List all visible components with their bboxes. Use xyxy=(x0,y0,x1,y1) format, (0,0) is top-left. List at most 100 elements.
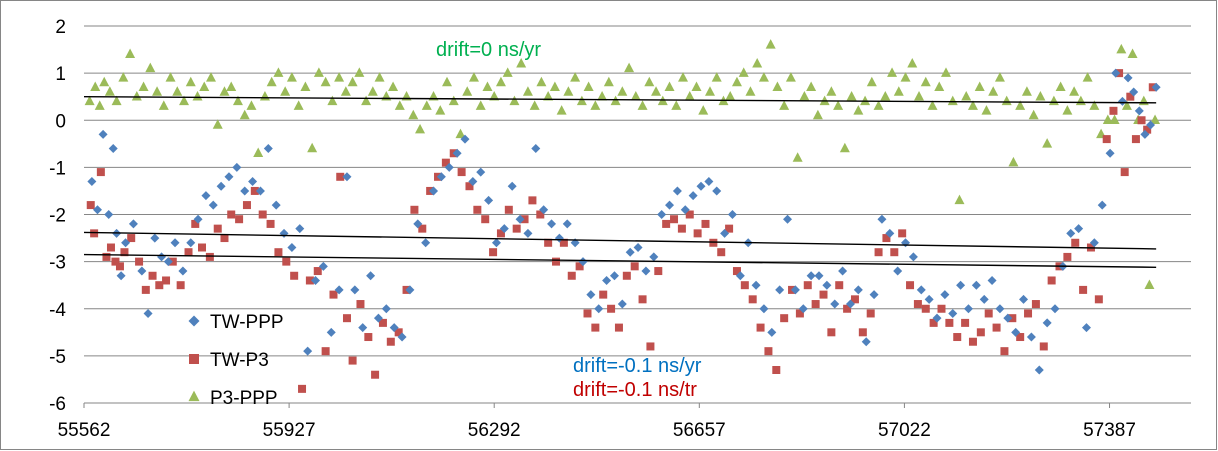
data-point-tw-ppp xyxy=(1129,87,1139,97)
data-point-tw-p3 xyxy=(489,248,498,257)
data-point-tw-p3 xyxy=(473,205,482,214)
data-point-tw-ppp xyxy=(609,271,619,281)
data-point-tw-ppp xyxy=(806,271,816,281)
data-point-tw-ppp xyxy=(507,181,517,191)
data-point-p3-ppp xyxy=(232,95,243,106)
data-point-p3-ppp xyxy=(893,86,904,96)
data-point-p3-ppp xyxy=(468,72,479,82)
data-point-tw-ppp xyxy=(822,280,832,290)
data-point-tw-p3 xyxy=(874,248,883,257)
data-points xyxy=(84,39,1161,393)
data-point-tw-ppp xyxy=(531,144,541,154)
data-point-tw-p3 xyxy=(819,290,828,299)
data-point-p3-ppp xyxy=(94,100,105,110)
data-point-tw-ppp xyxy=(201,191,211,201)
data-point-p3-ppp xyxy=(1116,43,1127,54)
data-point-tw-ppp xyxy=(1123,73,1133,83)
data-point-tw-ppp xyxy=(170,238,180,248)
x-tick-label: 55927 xyxy=(263,420,316,441)
data-point-p3-ppp xyxy=(462,86,473,96)
data-point-p3-ppp xyxy=(435,105,446,115)
data-point-tw-p3 xyxy=(266,219,275,228)
data-point-tw-ppp xyxy=(775,285,785,295)
data-point-p3-ppp xyxy=(374,72,385,82)
x-tick-label: 56292 xyxy=(468,420,521,441)
data-point-tw-ppp xyxy=(397,332,407,342)
legend-marker-p3-ppp xyxy=(188,390,200,402)
data-point-tw-ppp xyxy=(271,200,281,210)
data-point-p3-ppp xyxy=(286,72,297,82)
data-point-p3-ppp xyxy=(994,72,1005,82)
legend-label-tw-ppp: TW-PPP xyxy=(210,312,284,333)
data-point-tw-p3 xyxy=(528,196,537,205)
data-point-p3-ppp xyxy=(394,100,405,110)
data-point-tw-p3 xyxy=(599,290,608,299)
data-point-tw-p3 xyxy=(274,248,283,257)
data-point-tw-ppp xyxy=(1146,120,1156,130)
data-point-p3-ppp xyxy=(563,86,574,96)
x-tick-label: 55562 xyxy=(58,420,111,441)
data-point-tw-ppp xyxy=(1074,224,1084,234)
data-point-p3-ppp xyxy=(678,72,689,82)
legend-entry-p3-ppp: P3-PPP xyxy=(188,388,278,409)
data-point-tw-p3 xyxy=(968,337,977,346)
data-point-tw-p3 xyxy=(329,290,338,299)
data-point-tw-p3 xyxy=(481,215,490,224)
data-point-tw-p3 xyxy=(321,347,330,356)
data-point-p3-ppp xyxy=(974,81,985,92)
data-point-tw-ppp xyxy=(216,181,226,191)
data-point-tw-ppp xyxy=(157,252,167,262)
data-point-tw-ppp xyxy=(539,205,549,215)
data-point-tw-p3 xyxy=(298,384,307,393)
data-point-p3-ppp xyxy=(327,95,338,106)
data-point-p3-ppp xyxy=(482,81,493,92)
data-point-tw-p3 xyxy=(835,281,844,290)
data-point-p3-ppp xyxy=(812,109,823,120)
data-point-tw-p3 xyxy=(115,262,124,271)
data-point-p3-ppp xyxy=(799,90,810,101)
data-point-p3-ppp xyxy=(1021,86,1032,96)
data-point-tw-ppp xyxy=(92,205,102,215)
data-point-tw-ppp xyxy=(1026,332,1036,342)
data-point-p3-ppp xyxy=(152,86,163,96)
data-point-tw-p3 xyxy=(685,210,694,219)
data-point-tw-ppp xyxy=(649,252,659,262)
data-point-tw-ppp xyxy=(672,186,682,196)
data-point-tw-ppp xyxy=(688,191,698,201)
data-point-tw-ppp xyxy=(413,219,423,229)
data-point-tw-p3 xyxy=(693,229,702,238)
y-tick-label: 1 xyxy=(55,64,66,85)
data-point-tw-ppp xyxy=(484,195,494,205)
data-point-tw-p3 xyxy=(378,318,387,327)
data-point-tw-p3 xyxy=(906,281,915,290)
data-point-tw-ppp xyxy=(916,285,926,295)
data-point-tw-p3 xyxy=(654,267,663,276)
data-point-tw-p3 xyxy=(504,205,513,214)
data-point-tw-ppp xyxy=(783,214,793,224)
data-point-tw-ppp xyxy=(830,299,840,309)
data-point-p3-ppp xyxy=(576,95,587,106)
data-point-tw-ppp xyxy=(405,285,415,295)
data-point-tw-ppp xyxy=(1105,148,1115,158)
data-point-tw-p3 xyxy=(552,257,561,266)
data-point-p3-ppp xyxy=(826,86,837,96)
data-point-tw-ppp xyxy=(389,323,399,333)
y-tick-label: 2 xyxy=(55,17,66,38)
data-point-p3-ppp xyxy=(590,100,601,110)
data-point-p3-ppp xyxy=(273,67,284,77)
data-point-tw-p3 xyxy=(1047,276,1056,285)
data-point-tw-ppp xyxy=(1140,129,1150,139)
data-point-p3-ppp xyxy=(307,142,318,153)
data-point-p3-ppp xyxy=(691,81,702,92)
data-point-p3-ppp xyxy=(1042,138,1053,148)
data-point-tw-ppp xyxy=(1011,327,1021,337)
data-point-p3-ppp xyxy=(1001,95,1012,106)
data-point-tw-p3 xyxy=(827,328,836,337)
y-tick-label: 0 xyxy=(55,111,66,132)
grid-lines xyxy=(84,25,1191,357)
data-point-tw-ppp xyxy=(104,210,114,219)
x-axis xyxy=(83,402,1191,408)
data-point-p3-ppp xyxy=(698,105,709,115)
data-point-tw-p3 xyxy=(670,215,679,224)
